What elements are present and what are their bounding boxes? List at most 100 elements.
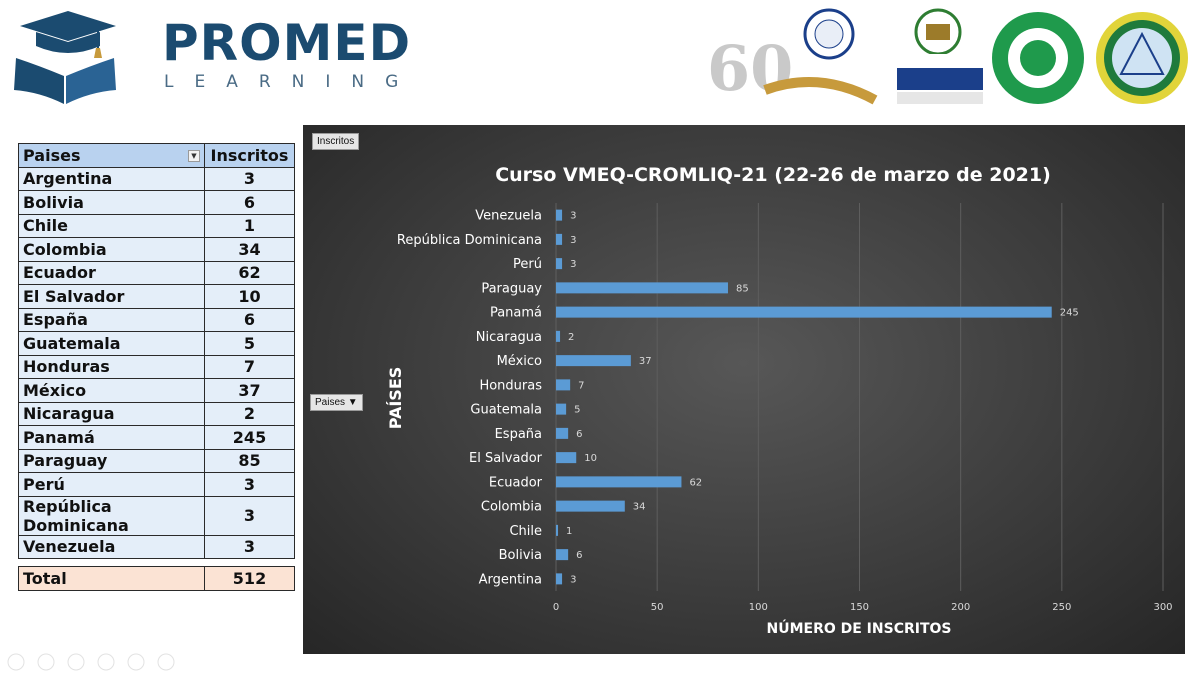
cell-country: Nicaragua [18,401,205,426]
data-label: 6 [576,550,582,561]
enrollment-table: Paises ▼ Inscritos Argentina 3 Bolivia 6 C… [18,143,295,559]
category-label: Nicaragua [476,330,542,345]
cell-count: 3 [204,166,295,191]
chart-title: Curso VMEQ-CROMLIQ-21 (22-26 de marzo de… [495,164,1051,186]
bar [556,258,563,270]
cell-count: 7 [204,354,295,379]
table-row: Bolivia 6 [18,190,295,215]
up-vip-logo-icon [895,8,985,104]
cell-count: 3 [204,495,295,536]
data-label: 10 [584,453,597,464]
data-label: 34 [633,502,646,513]
x-axis-label: NÚMERO DE INSCRITOS [766,619,951,637]
data-label: 7 [578,380,584,391]
category-label: Argentina [479,572,542,587]
back-icon[interactable] [7,653,25,671]
x-tick-label: 200 [951,602,970,613]
header-country: Paises ▼ [18,143,205,168]
table-row: Argentina 3 [18,166,295,191]
bar [556,476,682,488]
table-row: El Salvador 10 [18,284,295,309]
zoom-icon[interactable] [127,653,145,671]
data-label: 85 [736,283,749,294]
cell-country: Perú [18,472,205,497]
total-row: Total 512 [18,566,295,591]
bar [556,355,631,367]
table-row: Paraguay 85 [18,448,295,473]
bar-chart: Curso VMEQ-CROMLIQ-21 (22-26 de marzo de… [386,164,1173,637]
cell-country: Panamá [18,425,205,450]
category-label: El Salvador [469,451,543,466]
field-dropdown-icon: ▼ [347,397,358,408]
x-tick-label: 100 [749,602,768,613]
bar [556,379,571,391]
data-label: 245 [1060,308,1079,319]
bar [556,403,567,415]
slides-icon[interactable] [97,653,115,671]
table-row: República Dominicana 3 [18,495,295,536]
data-label: 62 [689,477,702,488]
total-table: Total 512 [18,566,295,591]
table-row: Panamá 245 [18,425,295,450]
data-label: 3 [570,574,576,585]
cell-count: 85 [204,448,295,473]
x-tick-label: 50 [651,602,664,613]
table-row: España 6 [18,307,295,332]
y-axis-label: PAÍSES [386,367,405,430]
bar [556,524,559,536]
cell-country: Venezuela [18,534,205,559]
cell-count: 245 [204,425,295,450]
cell-country: España [18,307,205,332]
cell-country: Honduras [18,354,205,379]
x-tick-label: 0 [553,602,559,613]
colegio-quimicos-seal-icon [1096,12,1188,104]
brand-subtitle: LEARNING [164,72,420,92]
data-label: 3 [570,259,576,270]
category-label: Guatemala [470,403,542,418]
table-row: Perú 3 [18,472,295,497]
category-label: Bolivia [499,548,542,563]
table-row: Ecuador 62 [18,260,295,285]
x-tick-label: 250 [1052,602,1071,613]
category-label: Colombia [481,500,542,515]
cell-count: 10 [204,284,295,309]
svg-text:60: 60 [707,32,793,105]
total-label: Total [18,566,205,591]
header-country-label: Paises [23,145,81,165]
filter-dropdown-icon[interactable]: ▼ [188,150,200,162]
bar [556,549,569,561]
promed-logo-icon [14,11,116,104]
cell-country: Ecuador [18,260,205,285]
cell-count: 3 [204,472,295,497]
category-label: Venezuela [475,209,542,224]
bar [556,452,577,464]
cell-count: 62 [204,260,295,285]
rows-field-button[interactable]: Paises ▼ [310,394,363,411]
values-field-button[interactable]: Inscritos [312,133,360,150]
category-label: Paraguay [481,281,542,296]
cell-country: Paraguay [18,448,205,473]
chart-panel: Curso VMEQ-CROMLIQ-21 (22-26 de marzo de… [303,125,1185,654]
data-label: 2 [568,332,574,343]
rows-field-label: Paises [315,397,346,408]
cell-country: Chile [18,213,205,238]
category-label: España [495,427,542,442]
bar [556,209,563,221]
more-icon[interactable] [157,653,175,671]
cell-country: Colombia [18,237,205,262]
data-label: 3 [570,235,576,246]
highlighter-icon[interactable] [67,653,85,671]
cell-count: 2 [204,401,295,426]
pen-icon[interactable] [37,653,55,671]
bar [556,573,563,585]
cell-country: Bolivia [18,190,205,215]
cell-count: 6 [204,307,295,332]
cell-count: 3 [204,534,295,559]
institution-seals: 60 [707,8,1188,105]
category-label: República Dominicana [397,233,542,248]
colegio-farmaceuticos-seal-icon [992,12,1084,104]
table-row: Honduras 7 [18,354,295,379]
bar [556,500,625,512]
cell-country: República Dominicana [18,495,205,536]
total-value: 512 [204,566,295,591]
